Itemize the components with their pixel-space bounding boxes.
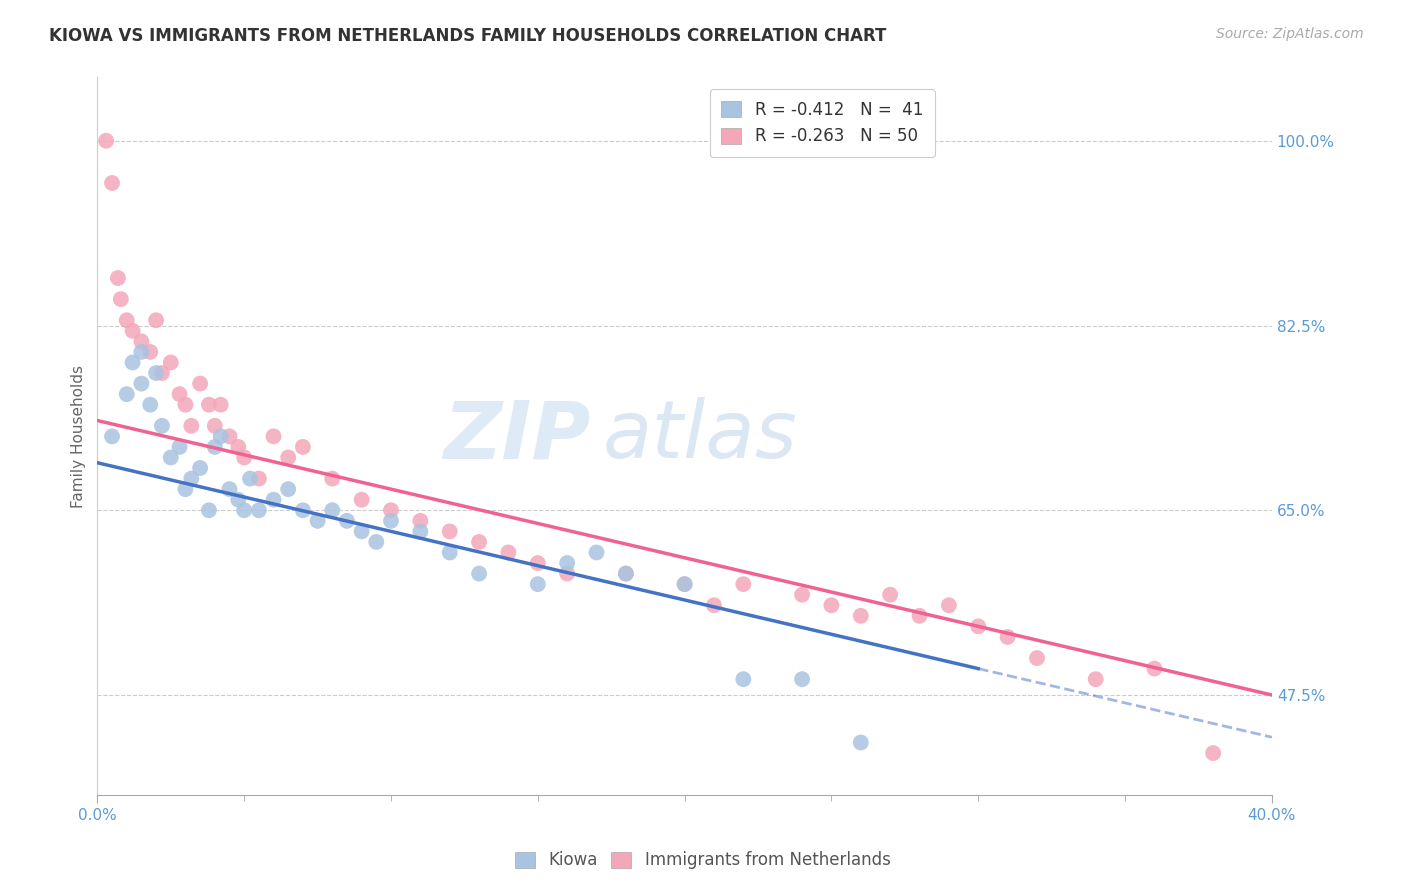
Text: KIOWA VS IMMIGRANTS FROM NETHERLANDS FAMILY HOUSEHOLDS CORRELATION CHART: KIOWA VS IMMIGRANTS FROM NETHERLANDS FAM…: [49, 27, 887, 45]
Point: [204, 418, 226, 433]
Text: ZIP: ZIP: [443, 397, 591, 475]
Point: [468, 566, 491, 581]
Point: [336, 514, 359, 528]
Point: [1143, 662, 1166, 676]
Point: [733, 577, 755, 591]
Point: [938, 599, 960, 613]
Point: [159, 450, 181, 465]
Point: [139, 398, 162, 412]
Point: [218, 482, 240, 496]
Point: [380, 514, 402, 528]
Point: [350, 492, 373, 507]
Point: [96, 134, 118, 148]
Point: [1026, 651, 1049, 665]
Point: [790, 588, 813, 602]
Point: [277, 450, 299, 465]
Point: [218, 429, 240, 443]
Point: [239, 472, 262, 486]
Point: [101, 429, 124, 443]
Point: [145, 366, 167, 380]
Point: [849, 735, 872, 749]
Point: [150, 418, 173, 433]
Point: [115, 387, 138, 401]
Legend: Kiowa, Immigrants from Netherlands: Kiowa, Immigrants from Netherlands: [505, 841, 901, 880]
Point: [131, 334, 153, 349]
Point: [849, 608, 872, 623]
Point: [188, 376, 211, 391]
Legend: R = -0.412   N =  41, R = -0.263   N = 50: R = -0.412 N = 41, R = -0.263 N = 50: [710, 89, 935, 157]
Point: [790, 672, 813, 686]
Point: [159, 355, 181, 369]
Point: [321, 472, 343, 486]
Point: [555, 566, 578, 581]
Point: [198, 398, 221, 412]
Point: [908, 608, 931, 623]
Point: [263, 429, 285, 443]
Point: [110, 292, 132, 306]
Point: [169, 387, 191, 401]
Point: [233, 503, 256, 517]
Point: [439, 524, 461, 539]
Point: [703, 599, 725, 613]
Y-axis label: Family Households: Family Households: [72, 365, 86, 508]
Point: [614, 566, 637, 581]
Point: [115, 313, 138, 327]
Point: [180, 472, 202, 486]
Point: [527, 577, 550, 591]
Point: [101, 176, 124, 190]
Point: [121, 324, 143, 338]
Point: [673, 577, 696, 591]
Point: [307, 514, 329, 528]
Point: [439, 545, 461, 559]
Point: [673, 577, 696, 591]
Point: [277, 482, 299, 496]
Point: [380, 503, 402, 517]
Point: [233, 450, 256, 465]
Point: [169, 440, 191, 454]
Point: [209, 429, 232, 443]
Point: [226, 492, 249, 507]
Point: [150, 366, 173, 380]
Point: [204, 440, 226, 454]
Point: [879, 588, 901, 602]
Point: [198, 503, 221, 517]
Point: [121, 355, 143, 369]
Point: [468, 535, 491, 549]
Point: [247, 472, 270, 486]
Point: [967, 619, 990, 633]
Point: [145, 313, 167, 327]
Point: [131, 376, 153, 391]
Text: atlas: atlas: [602, 397, 797, 475]
Point: [527, 556, 550, 570]
Point: [350, 524, 373, 539]
Point: [131, 345, 153, 359]
Point: [997, 630, 1019, 644]
Point: [585, 545, 607, 559]
Point: [820, 599, 842, 613]
Point: [1084, 672, 1107, 686]
Point: [209, 398, 232, 412]
Point: [139, 345, 162, 359]
Point: [409, 524, 432, 539]
Point: [321, 503, 343, 517]
Text: Source: ZipAtlas.com: Source: ZipAtlas.com: [1216, 27, 1364, 41]
Point: [1202, 746, 1225, 760]
Point: [180, 418, 202, 433]
Point: [555, 556, 578, 570]
Point: [188, 461, 211, 475]
Point: [366, 535, 388, 549]
Point: [174, 482, 197, 496]
Point: [733, 672, 755, 686]
Point: [263, 492, 285, 507]
Point: [107, 271, 129, 285]
Point: [409, 514, 432, 528]
Point: [174, 398, 197, 412]
Point: [614, 566, 637, 581]
Point: [498, 545, 520, 559]
Point: [291, 503, 314, 517]
Point: [226, 440, 249, 454]
Point: [291, 440, 314, 454]
Point: [247, 503, 270, 517]
